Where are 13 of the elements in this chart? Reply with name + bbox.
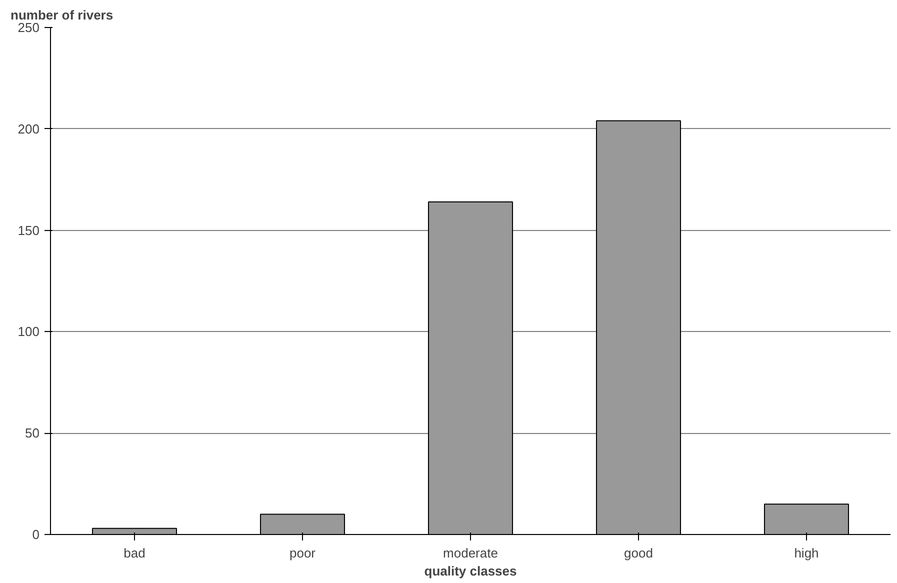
x-axis-title: quality classes <box>424 564 517 578</box>
x-tick-label: bad <box>124 546 146 560</box>
y-tick-label: 100 <box>18 324 40 340</box>
y-tick-label: 0 <box>32 527 40 542</box>
y-axis-title: number of rivers <box>10 8 114 22</box>
x-tick-label: poor <box>289 546 316 560</box>
x-tick-label: high <box>794 546 819 560</box>
y-tick-label: 150 <box>18 222 40 238</box>
y-tick-label: 50 <box>25 426 40 441</box>
x-tick-label: moderate <box>443 546 498 560</box>
y-tick-label: 200 <box>18 121 40 136</box>
x-tick-label: good <box>624 546 653 560</box>
y-tick-label: 250 <box>18 20 40 35</box>
